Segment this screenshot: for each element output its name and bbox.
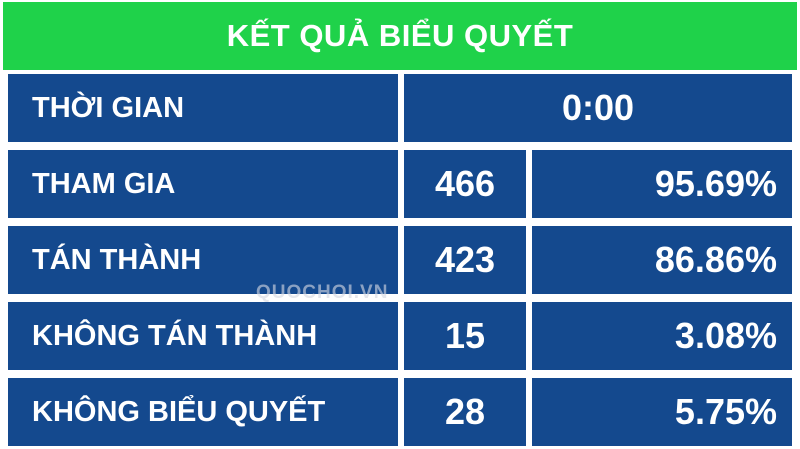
- row-label: KHÔNG BIỂU QUYẾT: [8, 378, 398, 446]
- time-row-label: THỜI GIAN: [8, 74, 398, 142]
- table-row-abstain: KHÔNG BIỂU QUYẾT 28 5.75%: [8, 378, 792, 446]
- row-label: KHÔNG TÁN THÀNH: [8, 302, 398, 370]
- percent-value: 3.08%: [532, 302, 792, 370]
- row-label: THAM GIA: [8, 150, 398, 218]
- time-value: 0:00: [404, 74, 792, 142]
- row-label: TÁN THÀNH: [8, 226, 398, 294]
- percent-value: 5.75%: [532, 378, 792, 446]
- percent-value: 95.69%: [532, 150, 792, 218]
- table-row-participated: THAM GIA 466 95.69%: [8, 150, 792, 218]
- page-title: KẾT QUẢ BIỂU QUYẾT: [3, 2, 797, 70]
- table-row-time: THỜI GIAN 0:00: [8, 74, 792, 142]
- count-value: 15: [404, 302, 526, 370]
- count-value: 28: [404, 378, 526, 446]
- percent-value: 86.86%: [532, 226, 792, 294]
- vote-table: THỜI GIAN 0:00 THAM GIA 466 95.69% TÁN T…: [8, 74, 792, 449]
- count-value: 466: [404, 150, 526, 218]
- table-row-disapprove: KHÔNG TÁN THÀNH 15 3.08%: [8, 302, 792, 370]
- table-row-approve: TÁN THÀNH 423 86.86%: [8, 226, 792, 294]
- count-value: 423: [404, 226, 526, 294]
